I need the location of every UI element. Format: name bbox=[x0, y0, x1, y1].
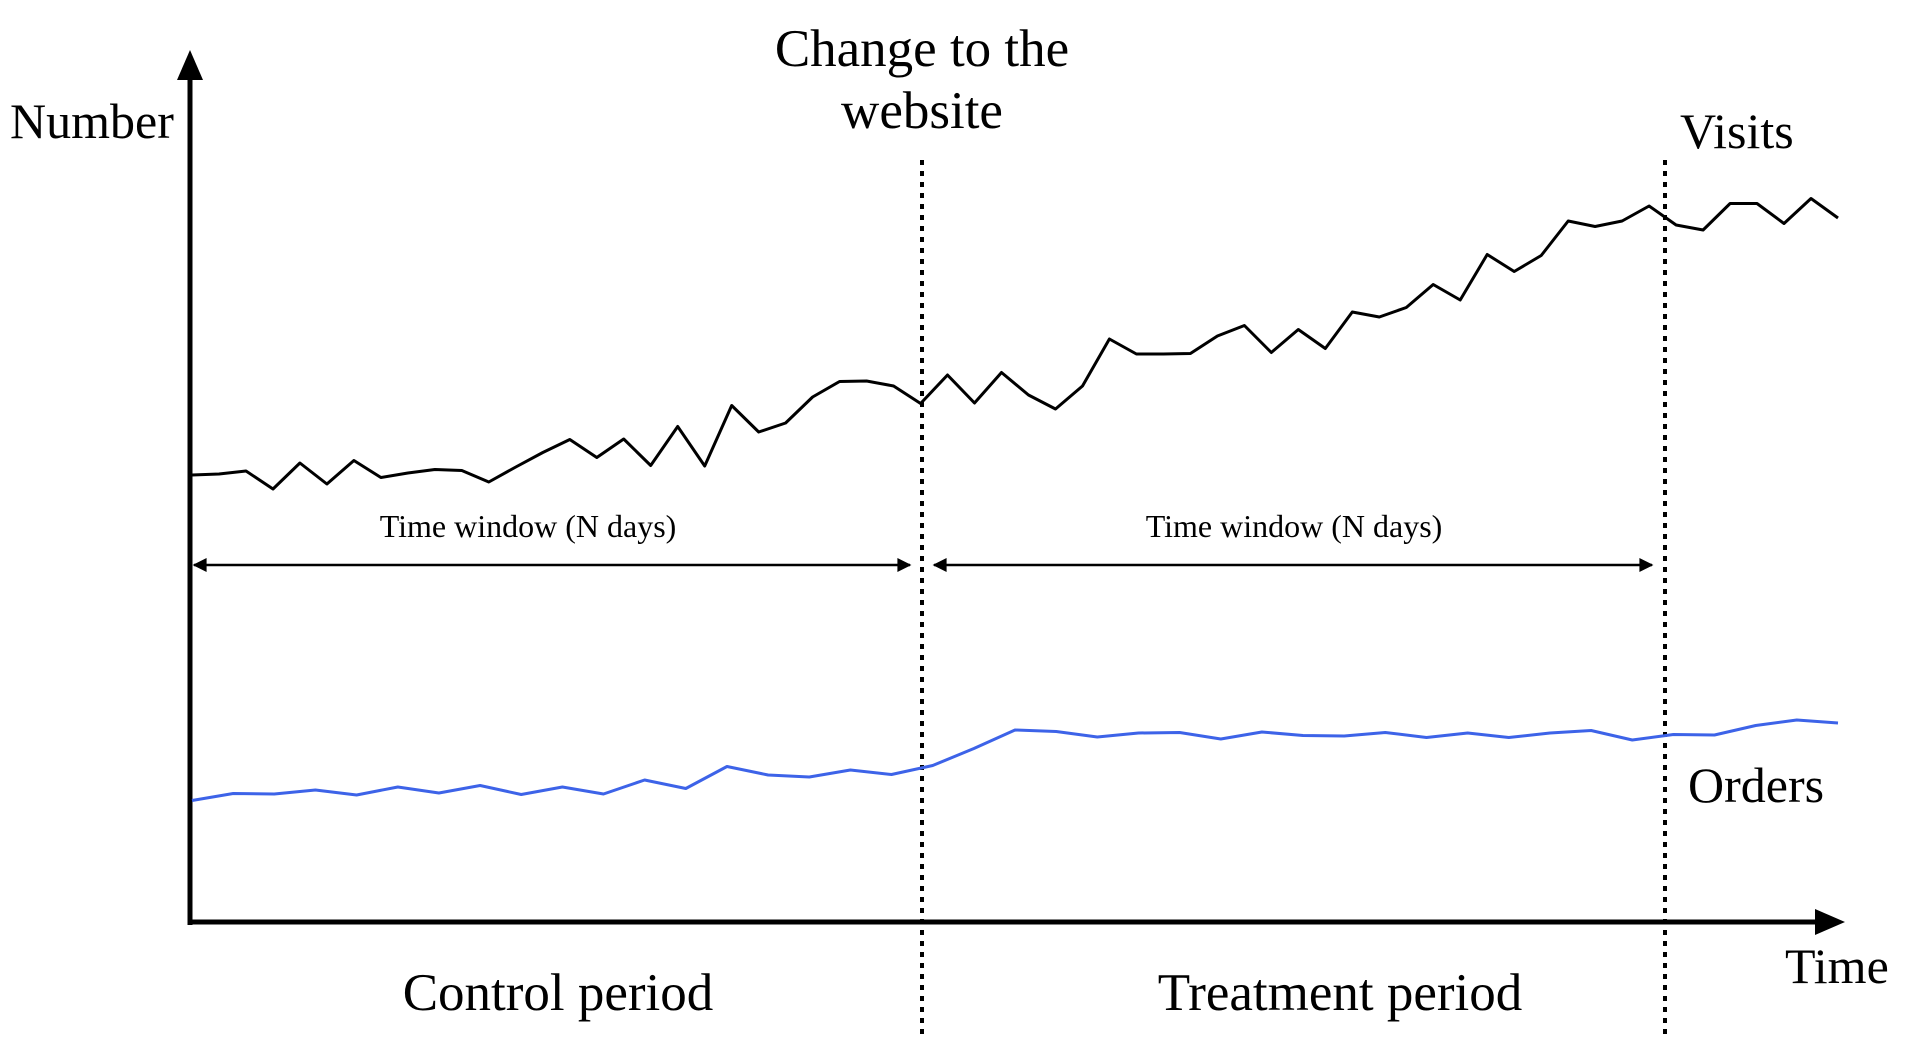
series-line-orders bbox=[191, 718, 1839, 802]
window-right-label: Time window (N days) bbox=[1146, 508, 1443, 544]
control-period-label: Control period bbox=[403, 964, 714, 1022]
window-left-label: Time window (N days) bbox=[380, 508, 677, 544]
change-label-line1: Change to the bbox=[775, 20, 1069, 78]
treatment-period-label: Treatment period bbox=[1158, 964, 1523, 1022]
y-axis-arrow-icon bbox=[177, 50, 203, 80]
x-axis-arrow-icon bbox=[1815, 909, 1845, 935]
series-label-orders: Orders bbox=[1688, 757, 1824, 813]
series-line-visits bbox=[191, 197, 1839, 491]
change-label-line2: website bbox=[841, 82, 1003, 140]
y-axis-label: Number bbox=[10, 93, 174, 149]
series-label-visits: Visits bbox=[1680, 103, 1794, 159]
x-axis-label: Time bbox=[1785, 938, 1889, 994]
